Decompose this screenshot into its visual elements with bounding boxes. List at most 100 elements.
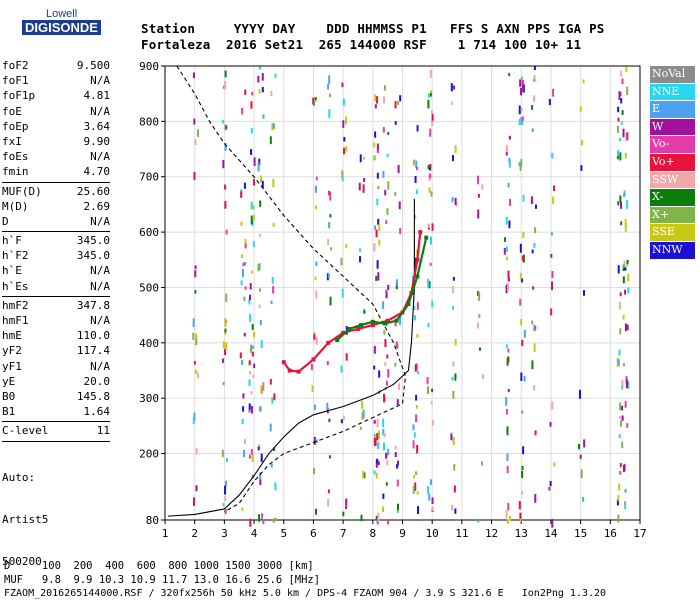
param-value: N/A bbox=[90, 314, 110, 327]
echo-noise-mark bbox=[532, 286, 535, 290]
echo-noise-mark bbox=[377, 441, 380, 449]
echo-noise-mark bbox=[454, 373, 457, 381]
echo-noise-mark bbox=[384, 362, 387, 366]
auto-version: 500200 bbox=[2, 554, 42, 568]
echo-noise-mark bbox=[427, 99, 430, 109]
echo-noise-mark bbox=[519, 79, 522, 87]
param-name: hmF2 bbox=[2, 298, 29, 312]
echo-noise-mark bbox=[519, 164, 522, 171]
echo-noise-mark bbox=[394, 451, 397, 457]
echo-noise-mark bbox=[222, 159, 225, 169]
echo-noise-mark bbox=[258, 158, 261, 166]
echo-noise-mark bbox=[259, 288, 262, 292]
x-tick-label: 12 bbox=[485, 527, 498, 540]
echo-noise-mark bbox=[429, 163, 432, 168]
echo-noise-mark bbox=[412, 159, 415, 164]
echo-noise-mark bbox=[431, 114, 434, 121]
legend-item-nne: NNE bbox=[650, 83, 695, 102]
echo-noise-mark bbox=[620, 201, 623, 209]
param-name: hmF1 bbox=[2, 314, 29, 327]
echo-noise-mark bbox=[452, 361, 455, 367]
x-tick-label: 16 bbox=[604, 527, 617, 540]
echo-noise-mark bbox=[519, 243, 522, 253]
param-row-fxi: fxI 9.90 bbox=[2, 134, 110, 149]
echo-noise-mark bbox=[342, 415, 345, 420]
echo-noise-mark bbox=[315, 290, 318, 299]
echo-noise-mark bbox=[394, 121, 397, 125]
echo-noise-mark bbox=[624, 463, 627, 471]
echo-noise-mark bbox=[383, 396, 386, 402]
echo-noise-mark bbox=[509, 198, 512, 206]
param-name: foEs bbox=[2, 150, 29, 164]
echo-noise-mark bbox=[481, 184, 484, 190]
echo-noise-mark bbox=[387, 284, 390, 291]
echo-noise-mark bbox=[548, 486, 551, 491]
param-value: 2.69 bbox=[83, 199, 111, 213]
echo-noise-mark bbox=[373, 345, 376, 354]
echo-noise-mark bbox=[382, 432, 385, 436]
echo-noise-mark bbox=[618, 91, 621, 100]
echo-noise-mark bbox=[272, 285, 275, 294]
echo-noise-mark bbox=[258, 514, 261, 522]
echo-noise-mark bbox=[253, 331, 256, 338]
echo-noise-mark bbox=[257, 162, 260, 172]
echo-noise-mark bbox=[620, 70, 623, 77]
echo-noise-mark bbox=[272, 178, 275, 188]
x-tick-label: 1 bbox=[162, 527, 169, 540]
param-row-fof1: foF1 N/A bbox=[2, 73, 110, 88]
echo-noise-mark bbox=[376, 96, 379, 104]
profile-curve bbox=[167, 198, 415, 517]
echo-noise-mark bbox=[376, 143, 379, 153]
param-row-fmin: fmin 4.70 bbox=[2, 164, 110, 179]
echo-noise-mark bbox=[387, 181, 390, 190]
echo-noise-mark bbox=[618, 434, 621, 439]
echo-noise-mark bbox=[224, 123, 227, 131]
echo-noise-mark bbox=[624, 505, 627, 510]
param-row-clevel: C-level 11 bbox=[2, 423, 110, 438]
echo-noise-mark bbox=[260, 340, 263, 349]
echo-noise-mark bbox=[534, 494, 537, 503]
echo-noise-mark bbox=[329, 214, 332, 218]
echo-noise-mark bbox=[415, 363, 418, 371]
params-group-profile: hmF2 347.8 hmF1 N/A hmE 110.0 yF2 117.4 yF1 N/A yE… bbox=[2, 298, 110, 420]
y-tick-label: 600 bbox=[139, 226, 159, 239]
param-value: N/A bbox=[90, 150, 110, 164]
echo-noise-mark bbox=[427, 93, 430, 98]
divider bbox=[2, 295, 110, 297]
echo-noise-mark bbox=[341, 170, 344, 178]
echo-noise-mark bbox=[221, 449, 224, 458]
echo-noise-mark bbox=[553, 185, 556, 191]
echo-noise-mark bbox=[551, 271, 554, 279]
echo-noise-mark bbox=[616, 357, 619, 367]
echo-noise-mark bbox=[398, 201, 401, 210]
echo-noise-mark bbox=[373, 243, 376, 252]
echo-noise-mark bbox=[192, 72, 195, 79]
echo-noise-mark bbox=[195, 448, 198, 455]
echo-noise-mark bbox=[240, 191, 243, 198]
echo-noise-mark bbox=[342, 511, 345, 517]
echo-noise-mark bbox=[244, 286, 247, 290]
echo-noise-mark bbox=[195, 485, 198, 492]
echo-noise-mark bbox=[429, 173, 432, 179]
echo-noise-mark bbox=[416, 125, 419, 132]
param-row-foes: foEs N/A bbox=[2, 149, 110, 164]
echo-noise-mark bbox=[413, 432, 416, 438]
echo-noise-mark bbox=[505, 344, 508, 349]
echo-noise-mark bbox=[520, 278, 523, 283]
echo-noise-mark bbox=[415, 414, 418, 423]
echo-noise-mark bbox=[534, 204, 537, 209]
echo-noise-mark bbox=[533, 343, 536, 352]
echo-noise-mark bbox=[416, 334, 419, 338]
echo-noise-mark bbox=[377, 512, 380, 521]
param-name: D bbox=[2, 214, 9, 228]
echo-noise-mark bbox=[619, 463, 622, 468]
echo-noise-mark bbox=[386, 354, 389, 359]
echo-noise-mark bbox=[261, 180, 264, 188]
echo-noise-mark bbox=[248, 314, 251, 322]
x-tick-label: 7 bbox=[340, 527, 347, 540]
echo-noise-mark bbox=[477, 209, 480, 219]
echo-noise-mark bbox=[518, 118, 521, 125]
echo-noise-mark bbox=[520, 107, 523, 112]
echo-noise-mark bbox=[431, 420, 434, 426]
echo-noise-mark bbox=[505, 144, 508, 153]
